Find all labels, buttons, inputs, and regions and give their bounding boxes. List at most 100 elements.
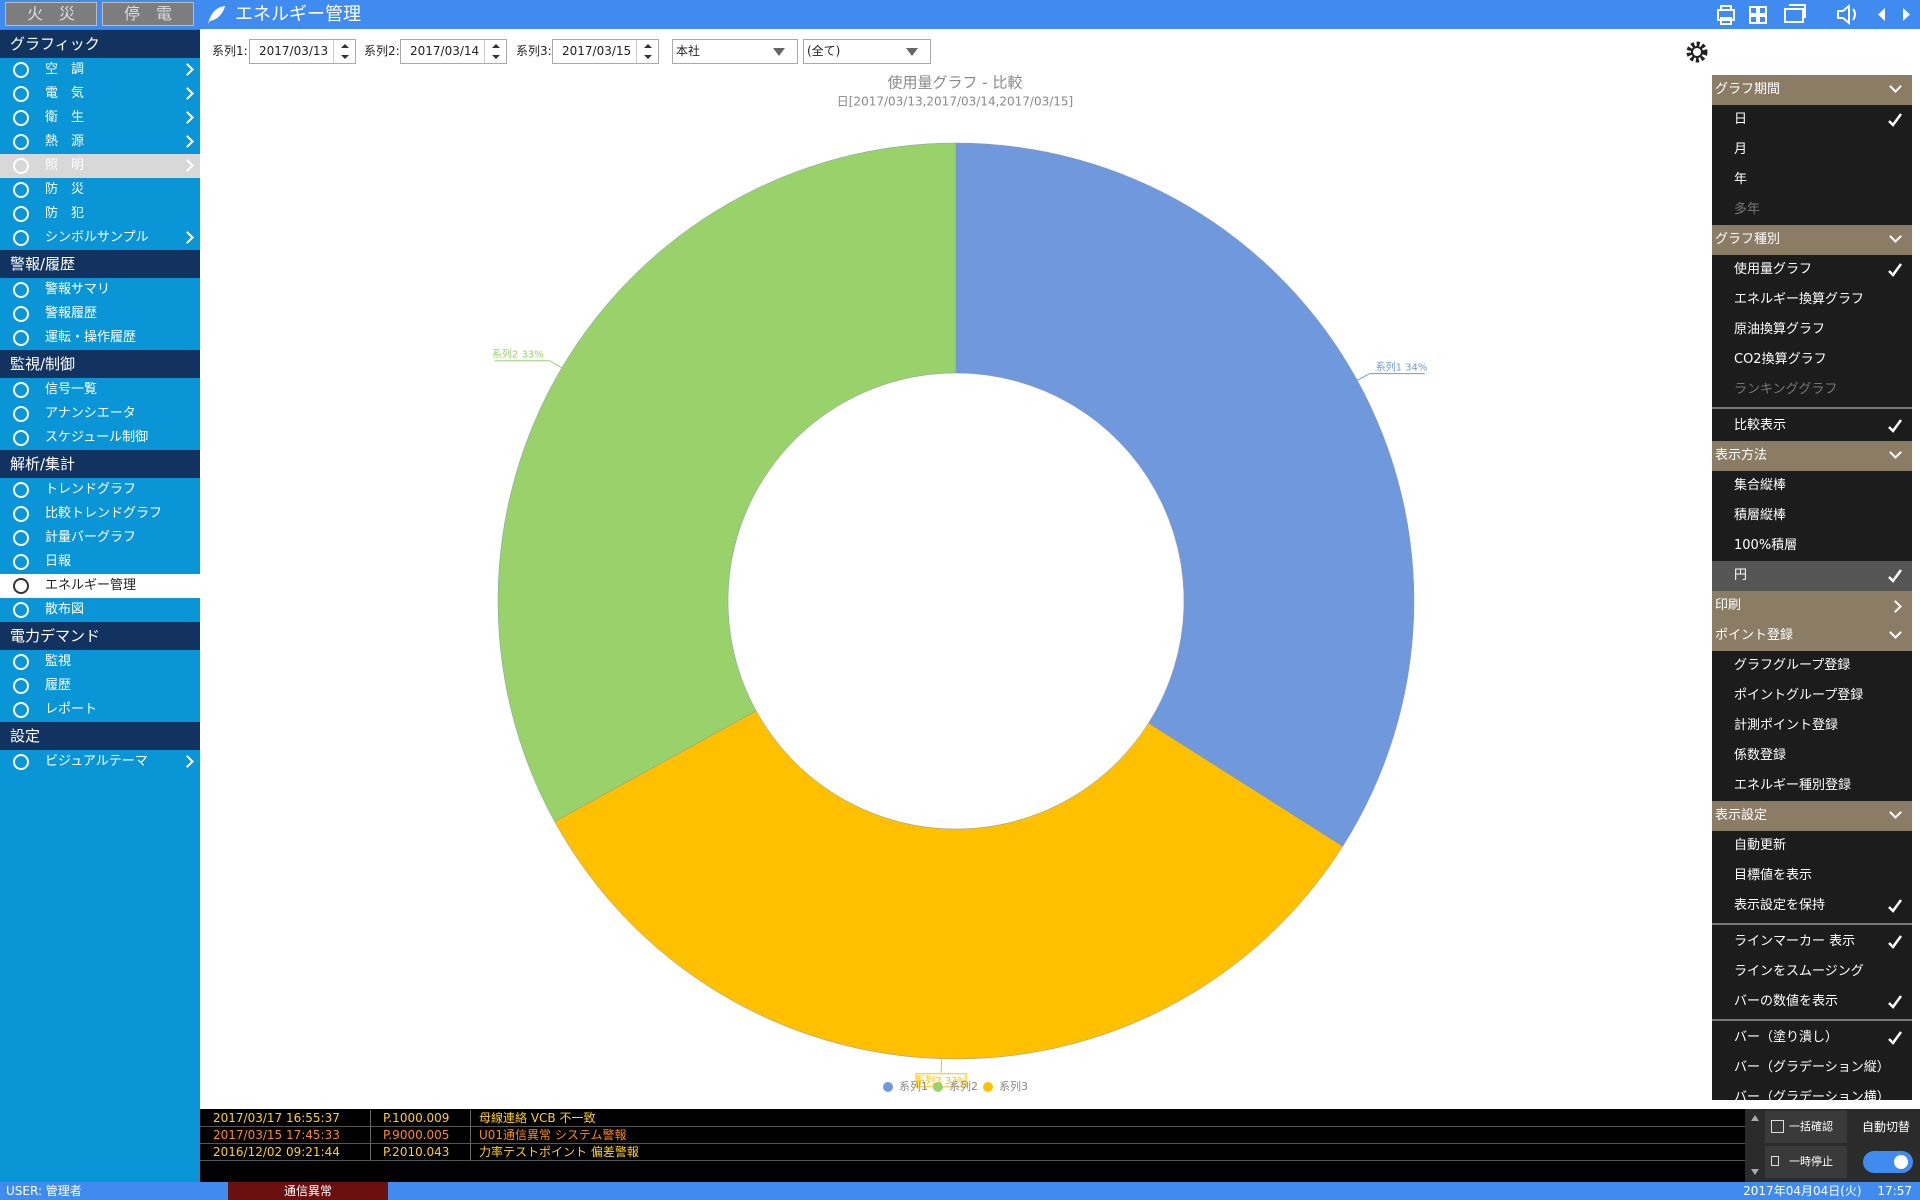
toggle[interactable] — [1863, 1151, 1913, 1173]
panel-item[interactable]: 月 — [1712, 135, 1912, 165]
panel-item[interactable]: 年 — [1712, 165, 1912, 195]
nav-item[interactable]: 防 犯 — [0, 202, 200, 226]
nav-item[interactable]: 散布図 — [0, 598, 200, 622]
scroll-down[interactable] — [1751, 1169, 1759, 1175]
alarm-row[interactable]: 2016/12/02 09:21:44 P.2010.043 力率テストポイント 偏… — [200, 1144, 1745, 1161]
spinner[interactable] — [636, 40, 658, 63]
icon-shape — [13, 482, 29, 498]
alarm-row[interactable]: 2017/03/17 16:55:37 P.1000.009 母線連絡 VCB 不一… — [200, 1110, 1745, 1127]
panel-item-label: 日 — [1734, 112, 1748, 127]
nav-item[interactable]: 警報サマリ — [0, 278, 200, 302]
spinner[interactable] — [484, 40, 506, 63]
panel-item: 多年 — [1712, 195, 1912, 225]
panel-header[interactable]: 表示方法 — [1712, 441, 1912, 471]
scroll-up[interactable] — [1751, 1115, 1759, 1121]
nav-item[interactable]: シンボルサンプル — [0, 226, 200, 250]
toolbar-icon[interactable] — [1717, 5, 1735, 25]
panel-item[interactable]: グラフグループ登録 — [1712, 651, 1912, 681]
volume-icon[interactable] — [1837, 3, 1856, 26]
nav-item[interactable]: 防 災 — [0, 178, 200, 202]
panel-item[interactable]: 使用量グラフ — [1712, 255, 1912, 285]
panel-header[interactable]: 表示設定 — [1712, 801, 1912, 831]
nav-label: 衛 生 — [45, 110, 85, 125]
nav-item[interactable]: 日報 — [0, 550, 200, 574]
nav-item[interactable]: 照 明 — [0, 154, 200, 178]
panel-item[interactable]: 円 — [1712, 561, 1912, 591]
panel-item[interactable]: 計測ポイント登録 — [1712, 711, 1912, 741]
alarm-button[interactable]: 火 災 — [5, 2, 97, 26]
separator — [1712, 407, 1912, 409]
nav-item[interactable]: レポート — [0, 698, 200, 722]
panel-item[interactable]: 比較表示 — [1712, 411, 1912, 441]
section-header: 電力デマンド — [0, 622, 200, 650]
pie-slice — [955, 142, 1415, 847]
panel-header-label: ポイント登録 — [1715, 628, 1794, 643]
panel-item[interactable]: CO2換算グラフ — [1712, 345, 1912, 375]
nav-item[interactable]: エネルギー管理 — [0, 574, 200, 598]
panel-item[interactable]: ラインマーカー 表示 — [1712, 927, 1912, 957]
nav-item[interactable]: 履歴 — [0, 674, 200, 698]
nav-item[interactable]: トレンドグラフ — [0, 478, 200, 502]
next-icon[interactable] — [1903, 8, 1910, 21]
nav-item[interactable]: 熱 源 — [0, 130, 200, 154]
nav-item[interactable]: 警報履歴 — [0, 302, 200, 326]
panel-header[interactable]: グラフ種別 — [1712, 225, 1912, 255]
panel-item[interactable]: 原油換算グラフ — [1712, 315, 1912, 345]
pause-button[interactable]: 一時停止 — [1765, 1146, 1847, 1178]
panel-header[interactable]: ポイント登録 — [1712, 621, 1912, 651]
nav-item[interactable]: 運転・操作履歴 — [0, 326, 200, 350]
toolbar-icon[interactable] — [1784, 4, 1806, 23]
settings-button[interactable] — [1682, 37, 1712, 67]
date-value: 2017/03/13 — [259, 44, 329, 58]
select-value: (全て) — [807, 44, 841, 58]
panel-item[interactable]: バーの数値を表示 — [1712, 987, 1912, 1017]
panel-item[interactable]: バー（グラデーション縦） — [1712, 1053, 1912, 1083]
legend-icon — [933, 1082, 943, 1092]
nav-item[interactable]: アナンシエータ — [0, 402, 200, 426]
nav-item[interactable]: 監視 — [0, 650, 200, 674]
panel-item[interactable]: バー（塗り潰し） — [1712, 1023, 1912, 1053]
panel-item[interactable]: 表示設定を保持 — [1712, 891, 1912, 921]
prev-icon[interactable] — [1878, 8, 1885, 21]
nav-item[interactable]: スケジュール制御 — [0, 426, 200, 450]
panel-item[interactable]: バー（グラデーション横） — [1712, 1083, 1912, 1100]
nav-item[interactable]: 比較トレンドグラフ — [0, 502, 200, 526]
spinner[interactable] — [333, 40, 355, 63]
panel-item[interactable]: 日 — [1712, 105, 1912, 135]
panel-item[interactable]: 100%積層 — [1712, 531, 1912, 561]
panel-item[interactable]: 目標値を表示 — [1712, 861, 1912, 891]
alarm-message: 母線連絡 VCB 不一致 — [479, 1111, 596, 1125]
checkbox — [1771, 1120, 1784, 1133]
panel-header[interactable]: 印刷 — [1712, 591, 1912, 621]
nav-item[interactable]: 信号一覧 — [0, 378, 200, 402]
date-input[interactable]: 2017/03/13 — [249, 39, 356, 64]
alarm-row[interactable]: 2017/03/15 17:45:33 P.9000.005 U01通信異常 システ… — [200, 1127, 1745, 1144]
alarm-button[interactable]: 停 電 — [102, 2, 194, 26]
nav-icon — [13, 306, 29, 322]
panel-item[interactable]: ラインをスムージング — [1712, 957, 1912, 987]
panel-item[interactable]: 自動更新 — [1712, 831, 1912, 861]
panel-item[interactable]: 係数登録 — [1712, 741, 1912, 771]
select[interactable]: 本社 — [672, 39, 798, 64]
panel-item[interactable]: 集合縦棒 — [1712, 471, 1912, 501]
panel-header[interactable]: グラフ期間 — [1712, 75, 1912, 105]
nav-item[interactable]: 空 調 — [0, 58, 200, 82]
panel-item[interactable]: 積層縦棒 — [1712, 501, 1912, 531]
select[interactable]: (全て) — [803, 39, 931, 64]
date-input[interactable]: 2017/03/14 — [400, 39, 507, 64]
panel-item[interactable]: ポイントグループ登録 — [1712, 681, 1912, 711]
icon-shape — [13, 506, 29, 522]
toolbar-icon[interactable] — [1749, 6, 1767, 24]
nav-icon — [13, 86, 29, 102]
ack-button[interactable]: 一括確認 — [1765, 1111, 1847, 1143]
panel-item[interactable]: エネルギー種別登録 — [1712, 771, 1912, 801]
panel-item[interactable]: エネルギー換算グラフ — [1712, 285, 1912, 315]
nav-item[interactable]: 衛 生 — [0, 106, 200, 130]
chart-subtitle: 日[2017/03/13,2017/03/14,2017/03/15] — [837, 95, 1074, 109]
icon-shape — [13, 182, 29, 198]
nav-item[interactable]: 計量バーグラフ — [0, 526, 200, 550]
nav-item[interactable]: ビジュアルテーマ — [0, 750, 200, 774]
nav-item[interactable]: 電 気 — [0, 82, 200, 106]
date-input[interactable]: 2017/03/15 — [552, 39, 659, 64]
